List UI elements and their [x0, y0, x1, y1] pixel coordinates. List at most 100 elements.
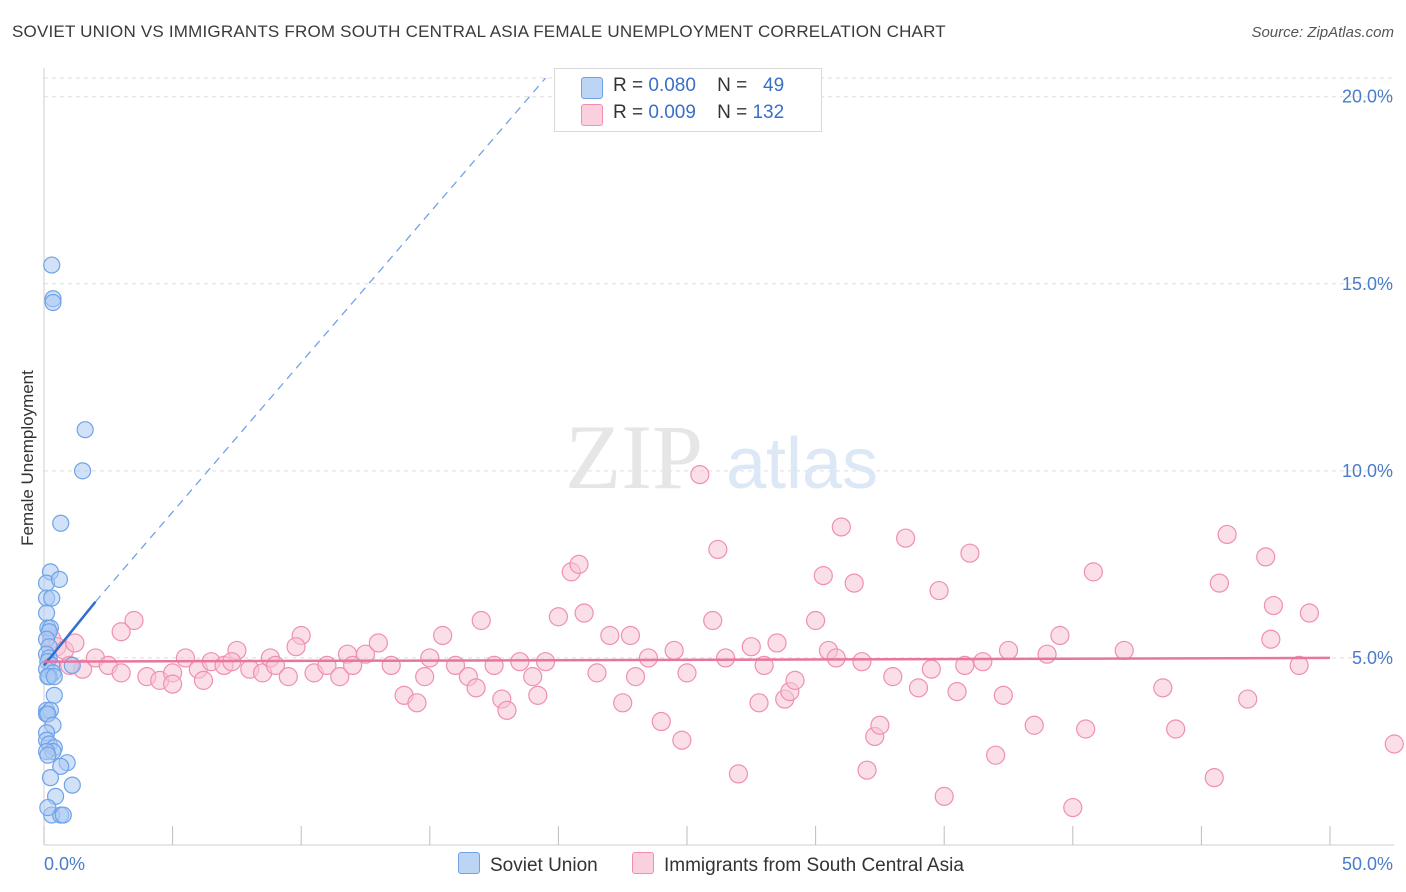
pink-data-point — [664, 640, 684, 661]
pink-trend-line — [43, 656, 1331, 663]
blue-data-point — [52, 757, 70, 776]
pink-data-point — [1384, 734, 1404, 754]
pink-data-point — [1204, 768, 1224, 788]
bottom-legend-label: Soviet Union — [490, 855, 598, 876]
gridlines — [44, 77, 1394, 659]
pink-data-point — [690, 464, 710, 485]
pink-data-point — [1261, 629, 1281, 649]
pink-data-point — [960, 543, 980, 563]
y-tick-label: 10.0% — [1342, 461, 1393, 481]
pink-data-point — [381, 655, 401, 676]
pink-data-point — [638, 648, 659, 668]
y-tick-label: 20.0% — [1342, 87, 1393, 107]
x-tick-label-max: 50.0% — [1342, 854, 1393, 874]
pink-data-point — [1263, 595, 1284, 616]
pink-data-point — [1299, 603, 1320, 623]
pink-data-point — [471, 610, 491, 631]
pink-data-point — [831, 517, 851, 537]
pink-data-point — [1063, 797, 1083, 818]
pink-data-point — [368, 633, 388, 653]
y-tick-label: 5.0% — [1352, 648, 1393, 668]
pink-data-point — [569, 554, 589, 574]
pink-data-point — [1256, 547, 1276, 567]
pink-data-point — [955, 655, 975, 676]
blue-trend-extension — [94, 77, 547, 603]
pink-data-point — [163, 674, 183, 694]
pink-data-point — [111, 622, 131, 642]
pink-data-point — [1024, 715, 1044, 735]
bottom-legend-swatch-pink — [632, 852, 654, 874]
legend-r-label: R = — [613, 75, 644, 96]
pink-data-point — [908, 678, 929, 698]
blue-data-point — [45, 668, 63, 686]
pink-data-point — [415, 667, 435, 687]
pink-data-point — [65, 633, 85, 653]
pink-data-point — [708, 539, 728, 560]
y-tick-label: 15.0% — [1342, 274, 1393, 294]
bottom-legend-immigrants: Immigrants from South Central Asia — [632, 852, 964, 877]
legend-r-label: R = — [613, 102, 644, 123]
blue-data-point — [50, 570, 69, 588]
pink-data-point — [1050, 625, 1070, 646]
pink-data-point — [883, 667, 903, 687]
pink-data-point — [703, 610, 723, 631]
chart-title: SOVIET UNION VS IMMIGRANTS FROM SOUTH CE… — [12, 22, 946, 41]
pink-data-point — [934, 786, 954, 806]
pink-data-point — [857, 760, 877, 780]
blue-data-point — [52, 514, 70, 532]
blue-data-point — [43, 589, 61, 607]
legend-n-value: 49 — [763, 75, 785, 96]
pink-data-point — [1238, 689, 1258, 709]
blue-data-point — [39, 798, 57, 817]
blue-data-point — [41, 769, 60, 787]
blue-data-point — [43, 256, 61, 274]
pink-data-point — [1217, 524, 1237, 545]
pink-data-point — [1209, 573, 1230, 593]
pink-data-point — [407, 693, 427, 713]
pink-data-point — [1083, 562, 1103, 582]
trend-lines — [43, 77, 1331, 667]
pink-data-point — [715, 648, 736, 668]
blue-series-points — [37, 256, 94, 824]
pink-data-point — [767, 633, 787, 653]
pink-data-point — [600, 625, 620, 646]
pink-data-point — [620, 625, 641, 646]
pink-data-point — [587, 663, 607, 683]
pink-data-point — [921, 659, 941, 679]
pink-data-point — [497, 700, 517, 720]
pink-data-point — [355, 644, 376, 664]
pink-data-point — [124, 610, 144, 631]
watermark-zip: ZIP — [565, 406, 703, 508]
pink-data-point — [278, 667, 298, 687]
pink-data-point — [870, 715, 890, 735]
pink-data-point — [613, 693, 633, 713]
legend-swatch-pink — [581, 104, 603, 126]
pink-data-point — [433, 625, 453, 646]
pink-data-point — [330, 667, 350, 687]
pink-data-point — [1289, 655, 1309, 676]
correlation-legend: R = 0.080 N = 49 R = 0.009 N = 132 — [554, 68, 822, 132]
blue-data-point — [63, 776, 81, 794]
watermark: ZIP atlas — [565, 406, 878, 508]
axes — [43, 68, 1394, 846]
bottom-legend-swatch-blue — [458, 852, 480, 874]
pink-data-point — [523, 667, 543, 687]
pink-data-point — [1076, 719, 1096, 739]
pink-data-point — [1166, 719, 1186, 739]
pink-data-point — [625, 667, 646, 687]
pink-data-point — [728, 764, 749, 784]
pink-data-point — [805, 610, 826, 631]
pink-data-point — [574, 603, 594, 623]
legend-n-value: 132 — [752, 102, 785, 123]
pink-data-point — [651, 711, 671, 732]
pink-data-point — [111, 663, 131, 683]
pink-data-point — [510, 652, 530, 672]
y-tick-labels: 5.0% 10.0% 15.0% 20.0% — [1342, 87, 1393, 668]
pink-data-point — [466, 678, 486, 698]
pink-data-point — [826, 648, 846, 668]
pink-data-point — [672, 730, 692, 750]
pink-data-point — [749, 693, 769, 713]
pink-data-point — [929, 580, 949, 601]
blue-data-point — [37, 604, 56, 622]
